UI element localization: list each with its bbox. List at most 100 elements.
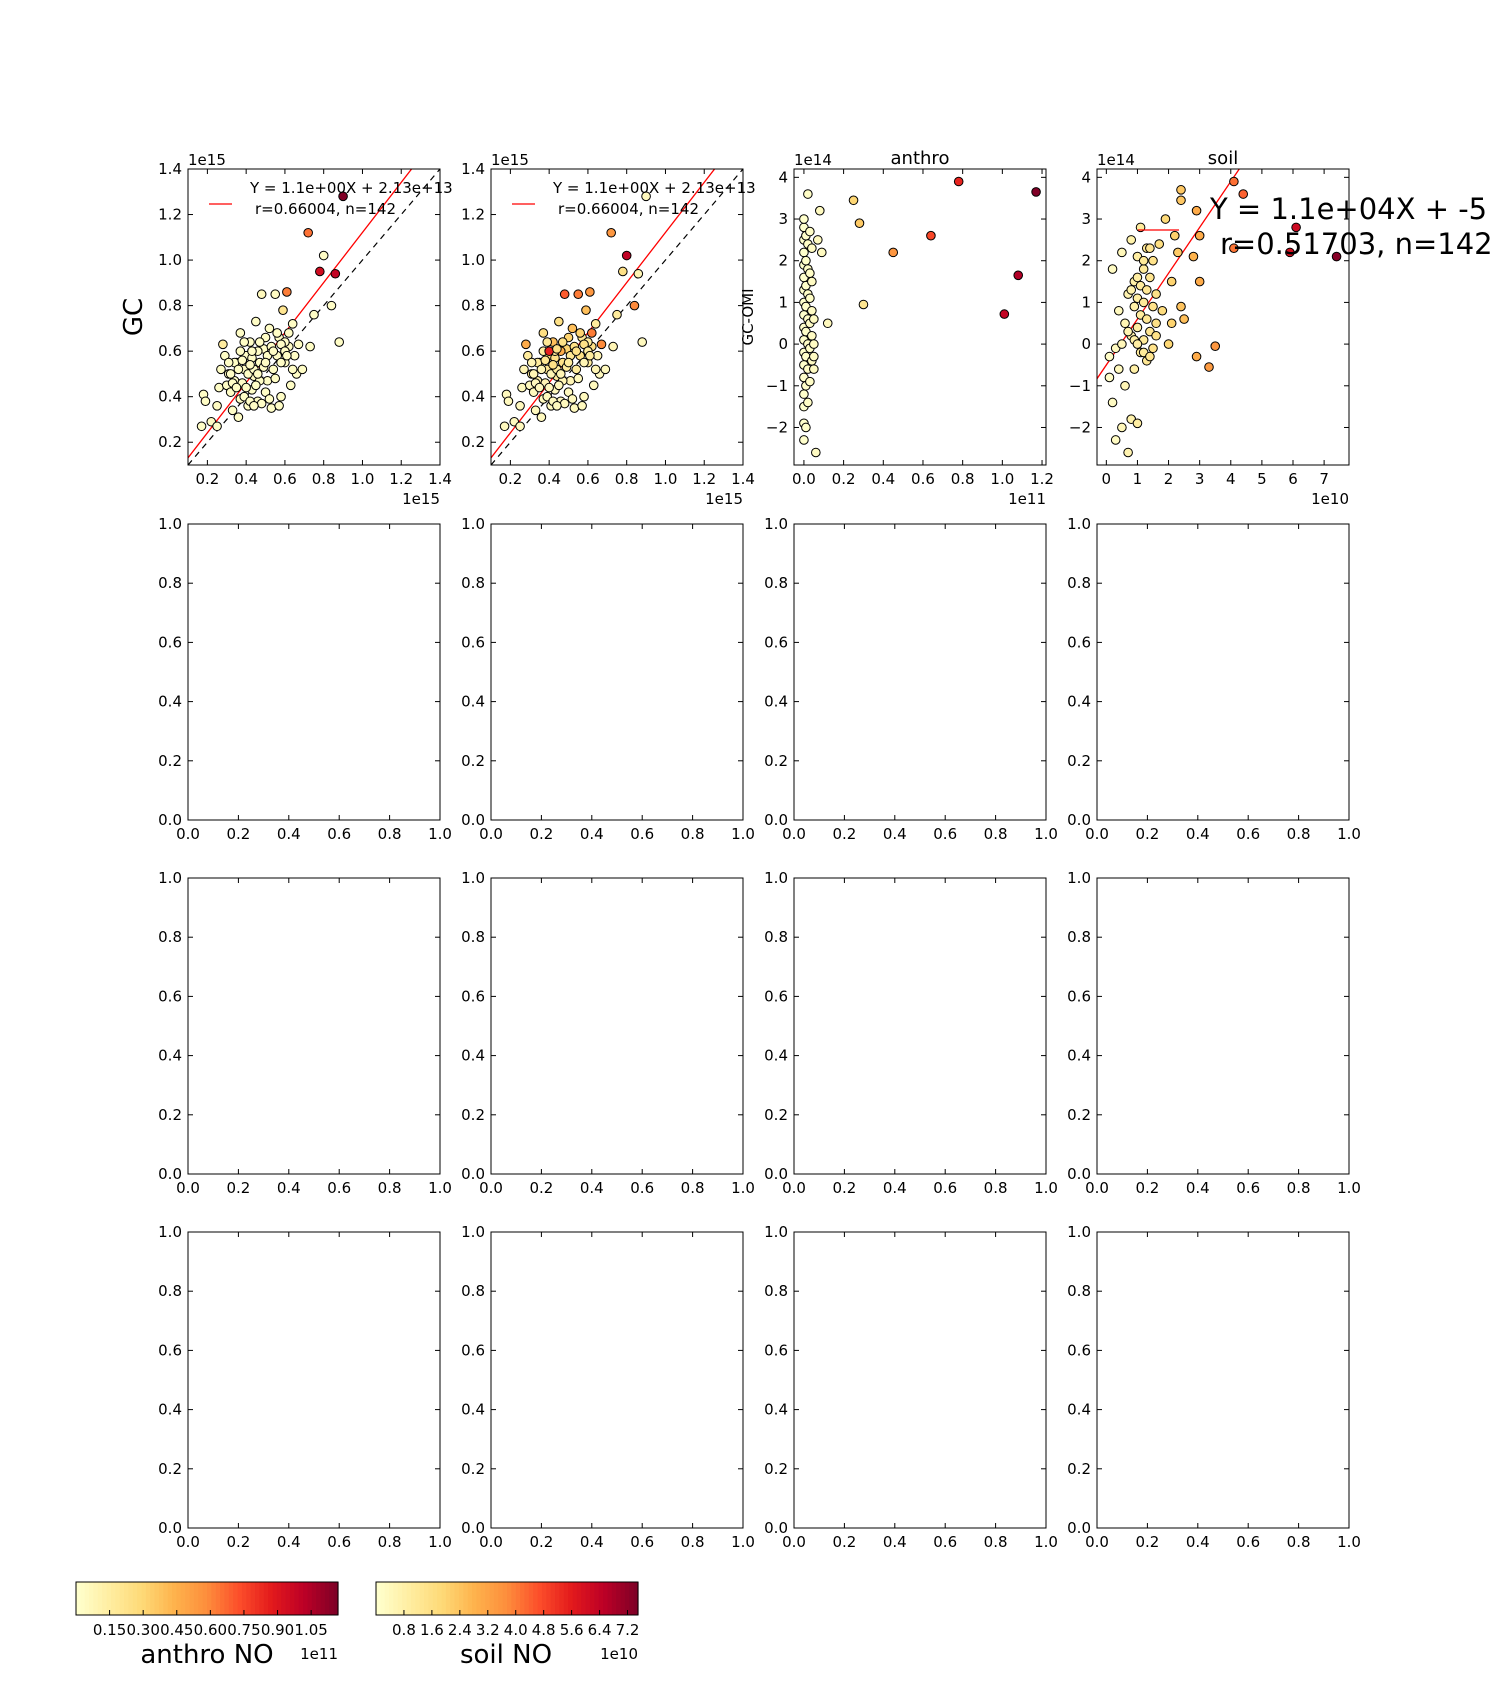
data-point xyxy=(544,346,554,356)
plot-area xyxy=(491,169,743,465)
data-point xyxy=(559,398,570,409)
data-point xyxy=(536,412,547,422)
x-tick-label: 0.0 xyxy=(479,1179,503,1197)
colorbar-tick-label: 5.6 xyxy=(560,1621,584,1639)
data-point xyxy=(1145,351,1155,362)
panel-row4-col2: 0.0 0.2 0.4 0.6 0.8 1.0 0.0 0.2 0.4 0.6 0.8 1.0 xyxy=(461,1223,755,1551)
colorbar-segment xyxy=(454,1582,460,1615)
colorbar-label: anthro NO xyxy=(140,1640,273,1670)
colorbar-segment xyxy=(132,1582,138,1615)
data-point xyxy=(608,341,618,352)
colorbar-tick-label: 3.2 xyxy=(476,1621,500,1639)
axes-frame xyxy=(490,168,744,466)
y-tick-label: 1.0 xyxy=(158,1223,182,1241)
y-tick-label: 0.2 xyxy=(158,433,182,451)
data-point xyxy=(805,293,815,304)
x-tick-label: 0.4 xyxy=(883,1179,907,1197)
colorbar-segment xyxy=(498,1582,504,1615)
data-point xyxy=(552,344,562,354)
data-point xyxy=(807,330,817,341)
data-point xyxy=(212,421,222,432)
x-tick-label: 0.8 xyxy=(1287,825,1311,843)
identity-line xyxy=(188,169,440,465)
colorbar-segment xyxy=(110,1582,116,1615)
x-tick-label: 1.4 xyxy=(731,470,755,488)
x-tick-label: 0.4 xyxy=(580,1179,604,1197)
colorbar-segment xyxy=(97,1582,103,1615)
colorbar-segment xyxy=(489,1582,495,1615)
y-tick-label: 1.0 xyxy=(1067,1223,1091,1241)
y-tick-label: 0.6 xyxy=(158,987,182,1005)
y-tick-label: 1 xyxy=(1081,293,1091,311)
colorbar-segment xyxy=(259,1582,265,1615)
colorbar-segment xyxy=(445,1582,451,1615)
colorbar-segment xyxy=(141,1582,147,1615)
colorbar-segment xyxy=(485,1582,491,1615)
x-tick-label: 0.0 xyxy=(782,825,806,843)
colorbar-tick-label: 0.30 xyxy=(126,1621,159,1639)
y-tick-label: 0.6 xyxy=(1067,1341,1091,1359)
data-point xyxy=(264,394,275,404)
y-tick-label: 0.8 xyxy=(461,928,485,946)
x-tick-label: 0.6 xyxy=(327,1179,351,1197)
axes-frame xyxy=(1096,877,1350,1175)
y-tick-label: 0.6 xyxy=(764,633,788,651)
data-point xyxy=(1157,305,1168,316)
data-point xyxy=(999,309,1010,319)
data-point xyxy=(858,299,869,310)
data-point xyxy=(216,364,226,375)
data-point xyxy=(1013,270,1024,281)
y-tick-label: 0.6 xyxy=(1067,987,1091,1005)
data-point xyxy=(233,364,244,375)
y-tick-label: 2 xyxy=(1081,252,1091,270)
x-tick-label: 1.0 xyxy=(731,825,755,843)
y-tick-label: −2 xyxy=(766,418,788,436)
colorbar-segment xyxy=(211,1582,217,1615)
y-tick-label: 0.6 xyxy=(461,1341,485,1359)
x-tick-label: 1.0 xyxy=(428,825,452,843)
x-tick-label: 1.2 xyxy=(1030,470,1054,488)
y-tick-label: 0.6 xyxy=(158,342,182,360)
colorbar-segment xyxy=(607,1582,613,1615)
y-tick-label: 0.8 xyxy=(461,297,485,315)
data-point xyxy=(252,369,263,379)
data-point xyxy=(575,328,585,338)
data-point xyxy=(567,323,578,334)
data-point xyxy=(1191,205,1202,216)
data-point xyxy=(544,382,554,393)
colorbar-segment xyxy=(397,1582,403,1615)
y-tick-label: 0.8 xyxy=(1067,1282,1091,1300)
data-point xyxy=(268,346,279,356)
colorbar-segment xyxy=(167,1582,173,1615)
data-point xyxy=(1132,339,1143,349)
colorbar-segment xyxy=(154,1582,160,1615)
colorbar-segment xyxy=(537,1582,543,1615)
data-point xyxy=(251,316,261,327)
x-offset-label: 1e15 xyxy=(402,490,440,508)
panel-row3-col4: 0.0 0.2 0.4 0.6 0.8 1.0 0.0 0.2 0.4 0.6 0.8 1.0 xyxy=(1067,869,1361,1197)
data-point xyxy=(799,389,809,399)
data-point xyxy=(606,227,616,238)
data-point xyxy=(334,337,345,347)
colorbar-tick-label: 4.0 xyxy=(504,1621,528,1639)
x-tick-label: 0.2 xyxy=(195,470,219,488)
y-tick-label: 0.0 xyxy=(1067,1165,1091,1183)
y-tick-label: 0.2 xyxy=(461,1460,485,1478)
x-tick-label: 0.6 xyxy=(273,470,297,488)
data-point xyxy=(807,305,817,316)
data-point xyxy=(1151,289,1161,299)
data-point xyxy=(1113,305,1124,316)
colorbar-offset-label: 1e11 xyxy=(300,1645,338,1663)
data-point xyxy=(284,328,294,338)
x-tick-label: 0.6 xyxy=(933,825,957,843)
colorbar-segment xyxy=(207,1582,212,1615)
colorbar-segment xyxy=(406,1582,412,1615)
y-tick-label: 0.4 xyxy=(158,388,182,406)
y-tick-label: 0.0 xyxy=(158,1519,182,1537)
data-point xyxy=(1141,314,1152,324)
y-tick-label: 0.6 xyxy=(461,987,485,1005)
data-point xyxy=(282,350,292,361)
data-point xyxy=(799,435,809,445)
colorbar-segment xyxy=(550,1582,556,1615)
axes-frame xyxy=(1096,523,1350,821)
